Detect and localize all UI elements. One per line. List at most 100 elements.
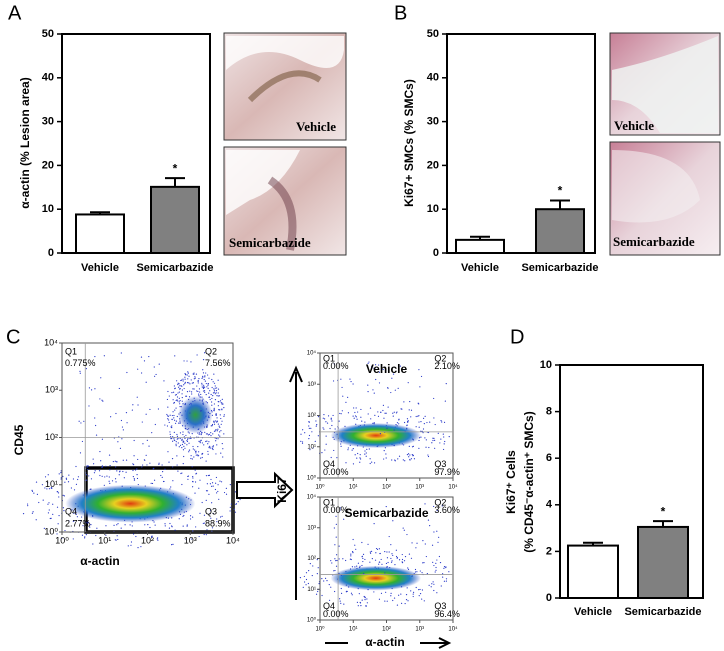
panel-label: C <box>6 326 20 348</box>
event-dot <box>211 386 213 389</box>
event-dot <box>195 451 197 453</box>
event-dot <box>397 387 399 389</box>
event-dot <box>367 543 369 545</box>
event-dot <box>48 488 51 490</box>
event-dot <box>208 433 211 435</box>
event-dot <box>368 448 370 450</box>
event-dot <box>212 446 214 448</box>
event-dot <box>420 375 423 378</box>
event-dot <box>65 478 68 480</box>
event-dot <box>144 524 146 526</box>
event-dot <box>192 477 194 479</box>
event-dot <box>200 393 202 396</box>
event-dot <box>200 457 202 459</box>
event-dot <box>435 569 437 571</box>
event-dot <box>403 529 405 531</box>
event-dot <box>99 450 101 453</box>
event-dot <box>206 529 208 531</box>
event-dot <box>392 599 394 602</box>
event-dot <box>333 363 335 365</box>
event-dot <box>422 428 425 430</box>
event-dot <box>221 515 223 517</box>
event-dot <box>177 437 179 440</box>
x-axis-label: α-actin <box>80 554 119 568</box>
event-dot <box>187 478 189 480</box>
event-dot <box>166 398 169 401</box>
event-dot <box>203 378 205 381</box>
gate-arrow <box>236 471 294 509</box>
event-dot <box>177 383 179 386</box>
event-dot <box>166 413 168 416</box>
event-dot <box>376 548 379 550</box>
event-dot <box>117 538 119 541</box>
event-dot <box>351 551 354 553</box>
event-dot <box>215 440 217 442</box>
event-dot <box>123 477 125 479</box>
event-dot <box>430 586 432 588</box>
event-dot <box>182 431 184 433</box>
event-dot <box>373 422 375 424</box>
event-dot <box>427 454 429 456</box>
event-dot <box>330 560 332 562</box>
event-dot <box>79 452 82 454</box>
event-dot <box>383 450 385 452</box>
event-dot <box>426 421 428 424</box>
event-dot <box>445 383 447 385</box>
event-dot <box>433 564 435 567</box>
event-dot <box>211 502 213 504</box>
event-dot <box>184 382 186 385</box>
event-dot <box>99 474 101 477</box>
event-dot <box>215 390 218 392</box>
event-dot <box>192 530 194 532</box>
event-dot <box>213 373 215 375</box>
event-dot <box>362 560 364 563</box>
event-dot <box>217 392 219 394</box>
event-dot <box>101 399 103 401</box>
event-dot <box>48 502 50 504</box>
event-dot <box>121 438 123 440</box>
event-dot <box>198 388 201 390</box>
event-dot <box>181 472 183 474</box>
event-dot <box>146 439 148 442</box>
event-dot <box>308 427 310 429</box>
event-dot <box>420 421 422 423</box>
event-dot <box>214 420 217 422</box>
event-dot <box>175 441 177 443</box>
event-dot <box>182 525 184 527</box>
event-dot <box>209 398 211 401</box>
event-dot <box>375 552 377 554</box>
event-dot <box>184 381 186 383</box>
event-dot <box>217 379 219 381</box>
event-dot <box>211 423 214 426</box>
y-tick-label: 10³ <box>307 525 316 531</box>
event-dot <box>411 454 413 456</box>
event-dot <box>61 537 63 539</box>
event-dot <box>436 530 438 532</box>
event-dot <box>199 512 201 514</box>
event-dot <box>92 543 94 545</box>
event-dot <box>343 603 345 605</box>
event-dot <box>433 417 435 419</box>
event-dot <box>183 387 185 390</box>
event-dot <box>304 432 306 434</box>
event-dot <box>375 547 378 550</box>
event-dot <box>422 562 424 564</box>
event-dot <box>322 427 324 429</box>
event-dot <box>193 456 195 458</box>
event-dot <box>169 433 171 435</box>
event-dot <box>317 435 319 437</box>
event-dot <box>186 525 188 527</box>
event-dot <box>186 444 188 446</box>
event-dot <box>381 563 383 565</box>
event-dot <box>208 392 210 394</box>
x-tick-label: 10⁰ <box>315 626 325 633</box>
event-dot <box>169 522 171 525</box>
event-dot <box>205 534 207 536</box>
event-dot <box>188 432 190 434</box>
y-tick-label: 10⁰ <box>44 526 58 536</box>
event-dot <box>403 560 406 562</box>
event-dot <box>364 453 366 455</box>
event-dot <box>146 464 148 466</box>
event-dot <box>411 446 414 448</box>
event-dot <box>179 422 181 424</box>
